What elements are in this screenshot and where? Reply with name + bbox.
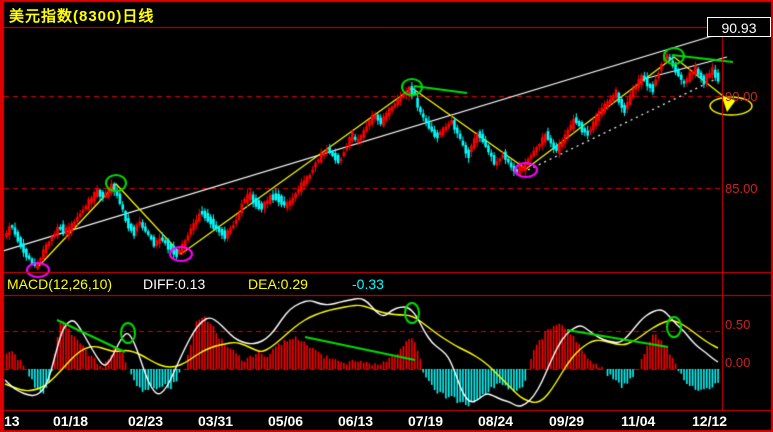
x-axis-label: 07/19: [408, 413, 444, 429]
x-axis-label: 02/23: [128, 413, 164, 429]
x-axis-label: 05/06: [268, 413, 304, 429]
macd-params-label: MACD(12,26,10): [7, 276, 113, 292]
x-axis-label: 09/29: [549, 413, 585, 429]
y-axis-label: 90.00: [725, 89, 758, 104]
x-axis-label: 06/13: [338, 413, 374, 429]
macd-hist-value: -0.33: [352, 276, 384, 292]
macd-dea-value: DEA:0.29: [248, 276, 308, 292]
y-axis-label: 85.00: [725, 181, 758, 196]
x-axis-label: 13: [4, 413, 20, 429]
y-axis-label: 0.50: [725, 317, 751, 332]
x-axis-label: 08/24: [478, 413, 514, 429]
last-price-box: 90.93: [707, 17, 771, 37]
chart-title: 美元指数(8300)日线: [9, 8, 155, 25]
x-axis-label: 12/12: [692, 413, 728, 429]
x-axis-label: 03/31: [198, 413, 234, 429]
x-axis-label: 01/18: [53, 413, 89, 429]
x-axis-label: 11/04: [621, 413, 656, 429]
macd-diff-value: DIFF:0.13: [143, 276, 206, 292]
y-axis-label: 0.00: [725, 355, 751, 370]
